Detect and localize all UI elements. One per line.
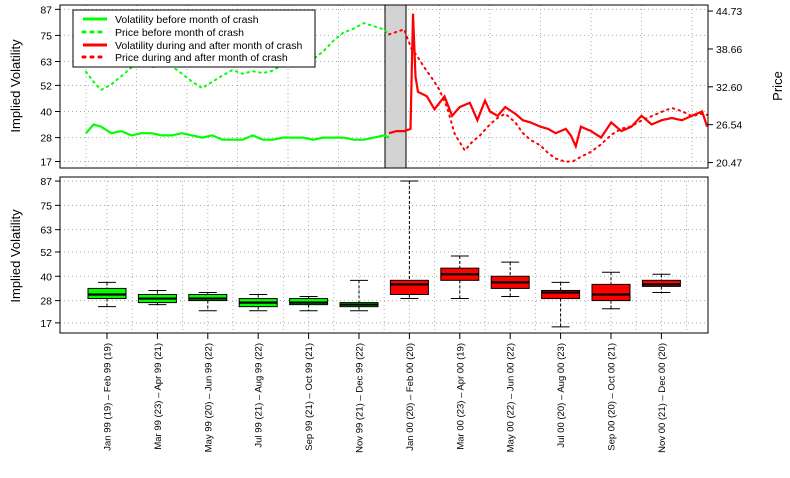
top-y2tick-label-4: 44.73 bbox=[716, 6, 742, 18]
bottom-panel: 17 28 40 52 63 75 87 Jan 99 (19) – Feb 99 (19)… bbox=[8, 176, 709, 453]
boxplot-3 bbox=[238, 294, 278, 312]
boxplot-1 bbox=[137, 289, 177, 306]
bottom-grid bbox=[60, 177, 708, 333]
boxplot-5 bbox=[339, 279, 379, 312]
top-y2-axis: 20.47 26.54 32.60 38.66 44.73 bbox=[708, 6, 742, 170]
bottom-y-axis-title: Implied Volatility bbox=[8, 209, 23, 303]
bottom-ytick-label-3: 52 bbox=[40, 247, 52, 259]
top-y2tick-label-2: 32.60 bbox=[716, 82, 742, 94]
category-label-8: May 00 (22) – Jun 00 (22) bbox=[506, 343, 517, 452]
crash-period-shade bbox=[385, 5, 406, 168]
boxplots bbox=[87, 180, 681, 328]
legend-label-price-before: Price before month of crash bbox=[115, 27, 244, 39]
bottom-x-axis: Jan 99 (19) – Feb 99 (19) Mar 99 (23) – A… bbox=[103, 333, 668, 453]
box-10 bbox=[591, 283, 631, 302]
boxplot-6 bbox=[389, 180, 429, 300]
category-label-4: Sep 99 (21) – Oct 99 (21) bbox=[304, 343, 315, 451]
bottom-y-axis: 17 28 40 52 63 75 87 bbox=[40, 176, 60, 330]
category-label-9: Jul 00 (20) – Aug 00 (23) bbox=[556, 343, 567, 448]
top-y-axis-title: Implied Volatility bbox=[8, 39, 23, 133]
bottom-ytick-label-6: 87 bbox=[40, 176, 52, 188]
category-label-6: Jan 00 (20) – Feb 00 (20) bbox=[405, 343, 416, 451]
legend-box bbox=[72, 9, 316, 68]
category-label-10: Sep 00 (20) – Oct 00 (21) bbox=[607, 343, 618, 451]
bottom-ytick-label-1: 28 bbox=[40, 296, 52, 308]
category-label-2: May 99 (20) – Jun 99 (22) bbox=[203, 343, 214, 452]
bottom-ytick-label-5: 75 bbox=[40, 200, 52, 212]
bottom-ytick-label-4: 63 bbox=[40, 225, 52, 237]
boxplot-8 bbox=[490, 261, 530, 298]
bottom-plot-frame bbox=[59, 176, 709, 334]
legend: Volatility before month of crash Price b… bbox=[72, 9, 316, 68]
bottom-ytick-label-0: 17 bbox=[40, 318, 52, 330]
top-ytick-label-2: 40 bbox=[40, 106, 52, 118]
top-y2tick-label-3: 38.66 bbox=[716, 44, 742, 56]
top-ytick-label-5: 75 bbox=[40, 30, 52, 42]
top-y2-axis-title: Price bbox=[770, 71, 785, 101]
boxplot-11 bbox=[641, 273, 681, 293]
series-line-2 bbox=[388, 13, 709, 150]
legend-label-volatility-during: Volatility during and after month of cra… bbox=[115, 40, 303, 52]
top-panel: 17 28 40 52 63 75 87 20.47 26.54 32.60 38.66 44.73… bbox=[8, 4, 785, 169]
top-ytick-label-4: 63 bbox=[40, 57, 52, 69]
category-label-7: Mar 00 (23) – Apr 00 (19) bbox=[455, 343, 466, 450]
top-ytick-label-1: 28 bbox=[40, 133, 52, 145]
box-6 bbox=[389, 279, 429, 296]
series-line-0 bbox=[85, 123, 390, 141]
category-label-3: Jul 99 (21) – Aug 99 (22) bbox=[254, 343, 265, 448]
top-ytick-label-3: 52 bbox=[40, 80, 52, 92]
top-y2tick-label-1: 26.54 bbox=[716, 120, 742, 132]
boxplot-10 bbox=[591, 271, 631, 310]
legend-label-volatility-before: Volatility before month of crash bbox=[115, 14, 259, 26]
box-9 bbox=[541, 289, 581, 300]
boxplot-7 bbox=[440, 255, 480, 300]
category-label-5: Nov 99 (21) – Dec 99 (22) bbox=[355, 343, 366, 453]
top-y-axis: 17 28 40 52 63 75 87 bbox=[40, 4, 60, 168]
top-series bbox=[85, 5, 709, 168]
top-ytick-label-0: 17 bbox=[40, 156, 52, 168]
series-line-3 bbox=[388, 28, 709, 163]
top-ytick-label-6: 87 bbox=[40, 4, 52, 16]
bottom-ytick-label-2: 40 bbox=[40, 271, 52, 283]
boxplot-9 bbox=[541, 281, 581, 328]
category-label-0: Jan 99 (19) – Feb 99 (19) bbox=[103, 343, 114, 451]
boxplot-2 bbox=[188, 291, 228, 312]
category-label-11: Nov 00 (21) – Dec 00 (20) bbox=[657, 343, 668, 453]
series-line-1 bbox=[85, 22, 390, 92]
top-y2tick-label-0: 20.47 bbox=[716, 158, 742, 170]
category-label-1: Mar 99 (23) – Apr 99 (21) bbox=[153, 343, 164, 450]
legend-label-price-during: Price during and after month of crash bbox=[115, 52, 288, 64]
boxplot-0 bbox=[87, 281, 127, 308]
boxplot-4 bbox=[289, 296, 329, 312]
